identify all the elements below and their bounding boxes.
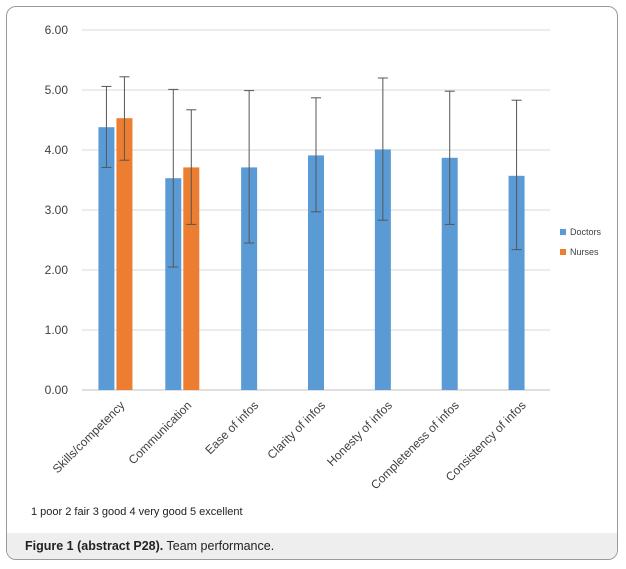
figure-caption: Figure 1 (abstract P28). Team performanc…: [25, 539, 274, 553]
legend-swatch-nurses: [560, 249, 566, 255]
bar-doctors-4: [374, 149, 391, 390]
y-tick-label: 1.00: [45, 323, 69, 337]
bar-nurses-1: [183, 167, 200, 390]
legend-label-nurses: Nurses: [570, 247, 599, 257]
y-tick-label: 0.00: [45, 383, 69, 397]
legend-swatch-doctors: [560, 229, 566, 235]
x-category-label: Communication: [126, 398, 195, 467]
bar-doctors-0: [98, 127, 115, 390]
y-tick-label: 3.00: [45, 203, 69, 217]
y-tick-label: 6.00: [45, 23, 69, 37]
x-category-label: Ease of infos: [202, 398, 261, 457]
caption-label: Figure 1 (abstract P28).: [25, 539, 164, 553]
y-tick-label: 5.00: [45, 83, 69, 97]
bar-nurses-0: [116, 118, 133, 390]
bar-doctors-5: [441, 157, 458, 390]
caption-bar: Figure 1 (abstract P28). Team performanc…: [7, 533, 617, 559]
y-tick-label: 4.00: [45, 143, 69, 157]
y-tick-label: 2.00: [45, 263, 69, 277]
rating-scale-note: 1 poor 2 fair 3 good 4 very good 5 excel…: [31, 506, 243, 518]
x-category-label: Honesty of infos: [324, 398, 395, 469]
x-category-label: Clarity of infos: [264, 398, 328, 462]
bar-doctors-1: [165, 178, 182, 390]
bar-doctors-3: [308, 155, 324, 390]
x-category-label: Skills/competency: [50, 398, 128, 476]
bar-doctors-2: [241, 167, 258, 390]
caption-text: Team performance.: [163, 539, 275, 553]
bar-doctors-6: [508, 175, 525, 390]
legend-label-doctors: Doctors: [570, 227, 602, 237]
